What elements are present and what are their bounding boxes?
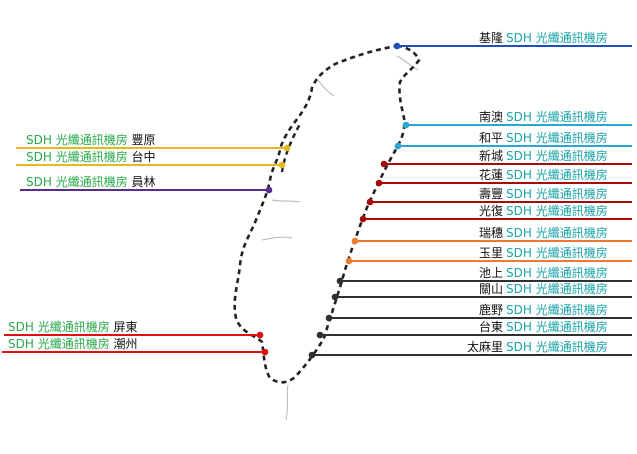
station-name: 和平: [478, 131, 503, 145]
station-dot: [345, 257, 353, 265]
station-dot: [366, 198, 374, 206]
station-name: 玉里: [478, 246, 503, 260]
rivers: [261, 55, 419, 421]
station-name: 台東: [478, 320, 503, 334]
station-dot: [351, 237, 359, 245]
room-label: SDH 光纖通訊機房: [506, 187, 608, 201]
station-dots: [256, 42, 410, 359]
room-label: SDH 光纖通訊機房: [506, 340, 608, 354]
station-dot: [402, 121, 410, 129]
station-dot: [278, 161, 286, 169]
room-label: SDH 光纖通訊機房: [506, 303, 608, 317]
station-name: 員林: [127, 175, 156, 189]
station-dot: [331, 293, 339, 301]
station-dot: [265, 186, 273, 194]
room-label: SDH 光纖通訊機房: [26, 133, 128, 147]
station-name: 新城: [478, 149, 503, 163]
west-label: SDH 光纖通訊機房 台中: [26, 150, 156, 164]
room-label: SDH 光纖通訊機房: [506, 266, 608, 280]
station-name: 基隆: [478, 31, 503, 45]
station-dot: [308, 351, 316, 359]
station-dot: [316, 331, 324, 339]
room-label: SDH 光纖通訊機房: [26, 175, 128, 189]
station-dot: [336, 277, 344, 285]
room-label: SDH 光纖通訊機房: [506, 226, 608, 240]
station-dot: [375, 179, 383, 187]
station-name: 花蓮: [478, 168, 503, 182]
room-label: SDH 光纖通訊機房: [506, 282, 608, 296]
station-name: 台中: [127, 150, 156, 164]
room-label: SDH 光纖通訊機房: [506, 204, 608, 218]
station-name: 鹿野: [478, 303, 503, 317]
room-label: SDH 光纖通訊機房: [506, 320, 608, 334]
room-label: SDH 光纖通訊機房: [8, 320, 110, 334]
station-name: 潮州: [109, 337, 138, 351]
west-label: SDH 光纖通訊機房 屏東: [8, 320, 138, 334]
room-label: SDH 光纖通訊機房: [26, 150, 128, 164]
room-label: SDH 光纖通訊機房: [506, 168, 608, 182]
station-name: 光復: [478, 204, 503, 218]
connector-lines: [2, 45, 632, 356]
station-dot: [256, 331, 264, 339]
station-dot: [325, 314, 333, 322]
station-dot: [380, 160, 388, 168]
room-label: SDH 光纖通訊機房: [506, 31, 608, 45]
station-dot: [393, 42, 401, 50]
station-name: 南澳: [478, 110, 503, 124]
station-name: 太麻里: [466, 340, 503, 354]
railway-route: [233, 44, 421, 384]
station-dot: [283, 144, 291, 152]
station-name: 豐原: [127, 133, 156, 147]
room-label: SDH 光纖通訊機房: [506, 149, 608, 163]
station-name: 屏東: [109, 320, 138, 334]
room-label: SDH 光纖通訊機房: [506, 110, 608, 124]
station-dot: [394, 142, 402, 150]
station-dot: [261, 348, 269, 356]
room-label: SDH 光纖通訊機房: [506, 131, 608, 145]
station-dot: [359, 215, 367, 223]
station-name: 關山: [478, 282, 503, 296]
inner-route: [280, 123, 302, 173]
station-name: 池上: [478, 266, 503, 280]
room-label: SDH 光纖通訊機房: [8, 337, 110, 351]
west-label: SDH 光纖通訊機房 潮州: [8, 337, 138, 351]
station-name: 壽豐: [478, 187, 503, 201]
west-label: SDH 光纖通訊機房 員林: [26, 175, 156, 189]
west-label: SDH 光纖通訊機房 豐原: [26, 133, 156, 147]
room-label: SDH 光纖通訊機房: [506, 246, 608, 260]
station-name: 瑞穗: [478, 226, 503, 240]
